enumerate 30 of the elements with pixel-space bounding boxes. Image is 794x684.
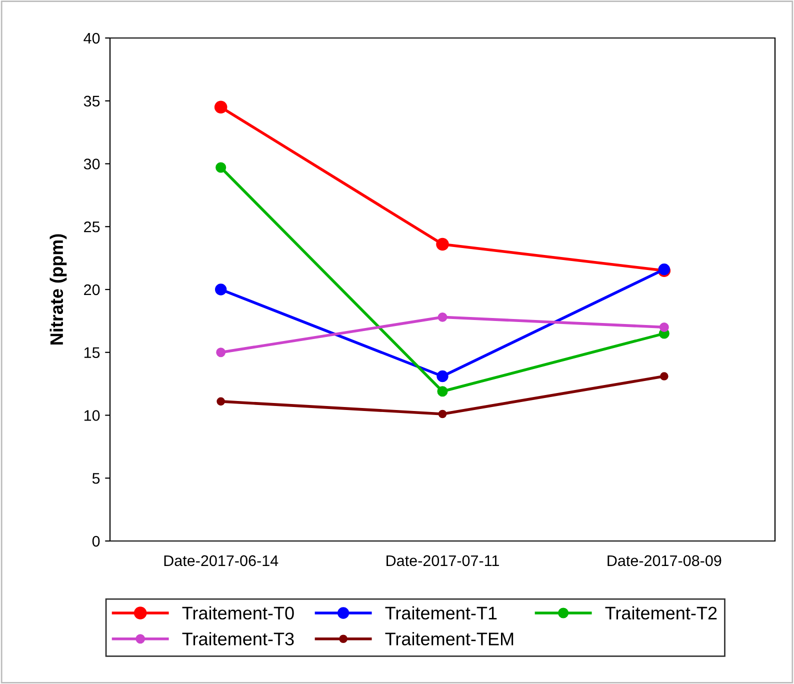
point xyxy=(438,410,447,418)
x-tick-label: Date-2017-08-09 xyxy=(608,555,722,566)
x-tick-label: Date-2017-06-14 xyxy=(164,555,278,566)
point xyxy=(436,238,449,251)
y-tick-label: 15 xyxy=(84,347,100,358)
legend-label: Traitement-TEM xyxy=(385,632,514,646)
y-tick-label: 35 xyxy=(84,96,100,107)
point xyxy=(436,370,448,382)
legend-label: Traitement-T2 xyxy=(605,606,717,620)
point xyxy=(660,372,668,380)
y-tick-label: 25 xyxy=(84,221,100,232)
y-tick-label: 20 xyxy=(84,284,100,296)
y-axis-title: Nitrate (ppm) xyxy=(50,234,67,344)
y-tick-label: 40 xyxy=(84,32,100,44)
point xyxy=(214,100,228,114)
y-tick-label: 5 xyxy=(92,473,100,484)
point xyxy=(216,397,225,406)
legend-label: Traitement-T3 xyxy=(182,632,294,646)
point xyxy=(216,348,226,358)
x-tick-label: Date-2017-07-11 xyxy=(386,555,499,566)
y-tick-label: 0 xyxy=(92,536,100,547)
legend-label: Traitement-T0 xyxy=(182,606,294,620)
legend-label: Traitement-T1 xyxy=(385,606,497,620)
point xyxy=(659,322,669,332)
y-tick-label: 10 xyxy=(84,410,100,421)
y-tick-label: 30 xyxy=(84,158,100,170)
point xyxy=(216,162,226,173)
point xyxy=(438,312,448,322)
point xyxy=(437,386,448,397)
point xyxy=(215,284,227,296)
